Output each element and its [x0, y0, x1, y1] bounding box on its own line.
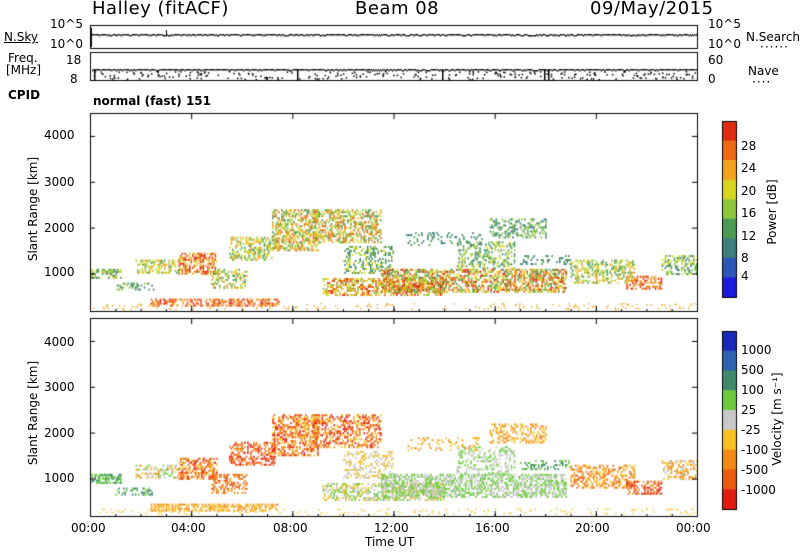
xtick-1600: 16:00: [475, 521, 510, 535]
velocity-ytick-1000: 1000: [44, 471, 75, 485]
power-cbar-tick-12: 12: [741, 229, 757, 243]
power-ytick-4000: 4000: [44, 128, 75, 142]
velocity-cbar-tick-1000: 1000: [741, 343, 772, 357]
noise-sky-label: N.Sky: [4, 30, 39, 44]
xtick-0400: 04:00: [171, 521, 206, 535]
radar-title: Halley (fitACF): [92, 0, 229, 19]
velocity-ytick-3000: 3000: [44, 380, 75, 394]
power-cbar-tick-16: 16: [741, 206, 757, 220]
beam-title: Beam 08: [355, 0, 440, 19]
xtick-2000: 20:00: [575, 521, 610, 535]
cpid-label: CPID: [8, 88, 41, 102]
freq-right-tick-bottom: 0: [708, 72, 716, 86]
xtick-0000-end: 00:00: [676, 521, 711, 535]
freq-left-tick-top: 18: [66, 53, 82, 67]
velocity-colorbar-label: Velocity [m s⁻¹]: [770, 372, 784, 466]
velocity-cbar-tick-m1000: -1000: [741, 483, 776, 497]
velocity-cbar-tick-500: 500: [741, 363, 764, 377]
freq-right-tick-top: 60: [708, 53, 724, 67]
freq-label: Freq.: [8, 51, 38, 65]
power-cbar-tick-4: 4: [741, 269, 749, 283]
noise-left-tick-top: 10^5: [50, 17, 83, 31]
power-ytick-1000: 1000: [44, 265, 75, 279]
power-colorbar-label: Power [dB]: [765, 179, 779, 245]
cpid-value: normal (fast) 151: [93, 94, 211, 108]
velocity-ylabel: Slant Range [km]: [26, 360, 40, 466]
velocity-cbar-tick-m100: -100: [741, 443, 769, 457]
date-title: 09/May/2015: [590, 0, 714, 19]
power-cbar-tick-20: 20: [741, 184, 757, 198]
power-ylabel: Slant Range [km]: [26, 156, 40, 262]
noise-search-dots: ······: [760, 40, 789, 54]
noise-right-tick-bottom: 10^0: [708, 37, 741, 51]
power-cbar-tick-8: 8: [741, 251, 749, 265]
velocity-cbar-tick-m500: -500: [741, 463, 769, 477]
xaxis-label: Time UT: [365, 535, 415, 549]
nave-label: Nave: [748, 64, 779, 78]
velocity-cbar-tick-25: 25: [741, 403, 757, 417]
velocity-ytick-2000: 2000: [44, 426, 75, 440]
noise-right-tick-top: 10^5: [708, 17, 741, 31]
power-cbar-tick-28: 28: [741, 139, 757, 153]
velocity-cbar-tick-m25: -25: [741, 423, 761, 437]
xtick-0800: 08:00: [273, 521, 308, 535]
freq-left-tick-bottom: 8: [70, 72, 78, 86]
velocity-cbar-tick-100: 100: [741, 383, 764, 397]
power-ytick-2000: 2000: [44, 221, 75, 235]
freq-unit: [MHz]: [6, 63, 42, 77]
velocity-ytick-4000: 4000: [44, 335, 75, 349]
noise-search-label: N.Search: [746, 30, 800, 44]
noise-left-tick-bottom: 10^0: [50, 37, 83, 51]
power-ytick-3000: 3000: [44, 175, 75, 189]
xtick-0000: 00:00: [71, 521, 106, 535]
nave-dots: ····: [752, 75, 772, 89]
power-cbar-tick-24: 24: [741, 161, 757, 175]
xtick-1200: 12:00: [374, 521, 409, 535]
